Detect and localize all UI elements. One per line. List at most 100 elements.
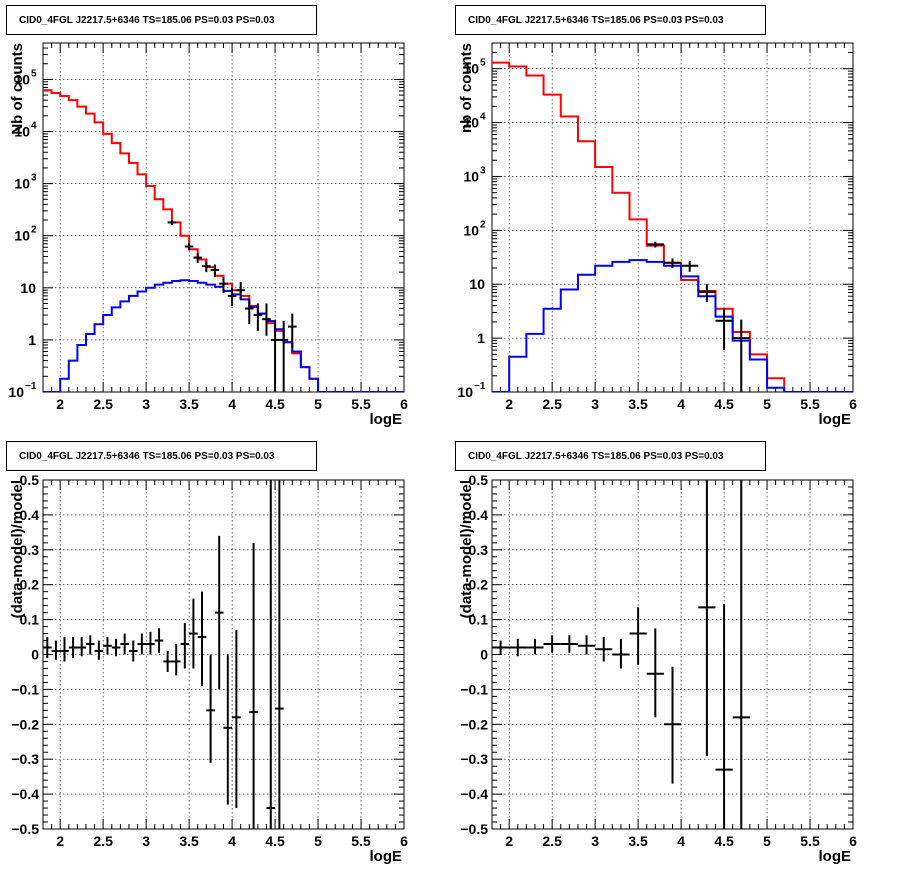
y-tick-label: 0.2: [20, 577, 40, 593]
y-tick-exponent: 5: [480, 58, 486, 69]
data-point: [275, 480, 284, 829]
data-point: [732, 480, 750, 829]
data-point: [509, 638, 527, 657]
y-tick-label: 10: [14, 228, 30, 244]
data-point: [210, 264, 220, 278]
x-tick-label: 5: [763, 396, 771, 412]
pad-top-right: CID0_4FGL J2217.5+6346 TS=185.06 PS=0.03…: [449, 0, 898, 437]
y-tick-exponent: 2: [31, 225, 37, 236]
data-point: [698, 284, 716, 302]
data-point: [214, 535, 224, 690]
residual-chart: 2 2.5 3 3.5 4 4.5 5 5.5 6 −0.5 −0.4 −0.3 −0.2 −0.1 0 0.…: [458, 472, 857, 865]
data-point: [577, 635, 596, 655]
x-tick-label: 4: [677, 833, 685, 849]
y-tick-label: −0.4: [460, 786, 488, 802]
data-point: [249, 542, 258, 829]
data-point: [681, 260, 699, 272]
x-axis-label: logE: [819, 848, 852, 865]
x-tick-label: 5.5: [351, 396, 371, 412]
y-tick-label: 10: [14, 124, 30, 140]
data-point: [266, 480, 276, 829]
data-point: [111, 638, 121, 657]
x-axis-label: logE: [819, 411, 852, 428]
x-tick-label: 6: [400, 833, 408, 849]
data-point: [732, 319, 750, 392]
data-point: [154, 628, 164, 653]
x-tick-label: 2: [56, 833, 64, 849]
y-tick-exponent: −1: [25, 381, 37, 392]
data-point: [262, 303, 271, 336]
x-tick-label: 3.5: [628, 833, 648, 849]
data-point: [219, 277, 228, 293]
x-tick-label: 4.5: [265, 833, 285, 849]
y-axis-label: (data-model)/model: [9, 480, 26, 618]
data-point: [163, 651, 172, 672]
data-point: [236, 281, 245, 300]
x-tick-label: 5: [314, 833, 322, 849]
data-point: [193, 253, 203, 263]
y-tick-label: 0.1: [20, 612, 40, 628]
y-axis-label: (data-model)/model: [458, 480, 475, 618]
y-tick-label: 10: [14, 71, 30, 87]
y-tick-label: 10: [463, 168, 479, 184]
x-tick-label: 2: [56, 396, 64, 412]
y-tick-label: 1: [28, 332, 36, 348]
data-point: [287, 313, 297, 348]
grid-lines: [43, 480, 404, 829]
data-point: [68, 637, 78, 658]
y-tick-label: −0.1: [460, 681, 488, 697]
data-point: [646, 628, 664, 718]
data-point: [167, 220, 177, 226]
x-tick-label: 2.5: [542, 396, 562, 412]
y-tick-label: 10: [8, 384, 24, 400]
residual-chart: 2 2.5 3 3.5 4 4.5 5 5.5 6 −0.5 −0.4 −0.3 −0.2 −0.1 0 0.…: [9, 472, 408, 865]
plot-area: [492, 480, 750, 829]
data-point: [189, 598, 198, 669]
data-point: [270, 321, 280, 392]
data-point: [184, 243, 194, 251]
x-tick-label: 2: [505, 833, 513, 849]
data-point: [698, 480, 716, 756]
y-tick-label: 10: [457, 384, 473, 400]
x-tick-label: 6: [400, 396, 408, 412]
data-point: [120, 633, 129, 655]
data-point: [232, 630, 241, 809]
plot-area: [43, 480, 284, 829]
x-tick-label: 2.5: [93, 396, 113, 412]
x-tick-label: 4: [228, 396, 236, 412]
y-tick-label: −0.2: [460, 716, 488, 732]
x-tick-label: 2: [505, 396, 513, 412]
y-axis-label: nb of counts: [458, 43, 475, 133]
data-point: [77, 637, 86, 657]
data-point: [560, 635, 578, 653]
y-tick-label: 0: [31, 647, 39, 663]
data-point: [137, 633, 147, 655]
pad-bottom-right: CID0_4FGL J2217.5+6346 TS=185.06 PS=0.03…: [449, 437, 898, 875]
y-tick-label: 1: [477, 330, 485, 346]
y-tick-exponent: −1: [474, 381, 486, 392]
y-axis-ticks: [43, 42, 404, 393]
data-point: [202, 261, 211, 273]
y-tick-label: 0.1: [469, 612, 489, 628]
x-tick-label: 3: [591, 833, 599, 849]
x-tick-label: 3: [142, 396, 150, 412]
histogram-line: [492, 61, 853, 392]
data-point: [206, 654, 215, 763]
x-tick-label: 5.5: [800, 833, 820, 849]
y-tick-exponent: 2: [480, 219, 486, 230]
y-tick-exponent: 4: [480, 112, 486, 123]
data-point: [595, 637, 613, 662]
y-tick-label: 0.5: [20, 472, 40, 488]
y-tick-label: 0.4: [469, 507, 489, 523]
data-point: [715, 308, 733, 351]
data-point: [128, 640, 138, 662]
x-tick-label: 5.5: [351, 833, 371, 849]
x-tick-label: 4: [677, 396, 685, 412]
data-point: [279, 321, 288, 392]
x-tick-label: 4.5: [265, 396, 285, 412]
data-point: [663, 666, 682, 784]
y-tick-label: 0: [480, 647, 488, 663]
plot-title: CID0_4FGL J2217.5+6346 TS=185.06 PS=0.03…: [455, 5, 766, 35]
x-tick-label: 3: [591, 396, 599, 412]
